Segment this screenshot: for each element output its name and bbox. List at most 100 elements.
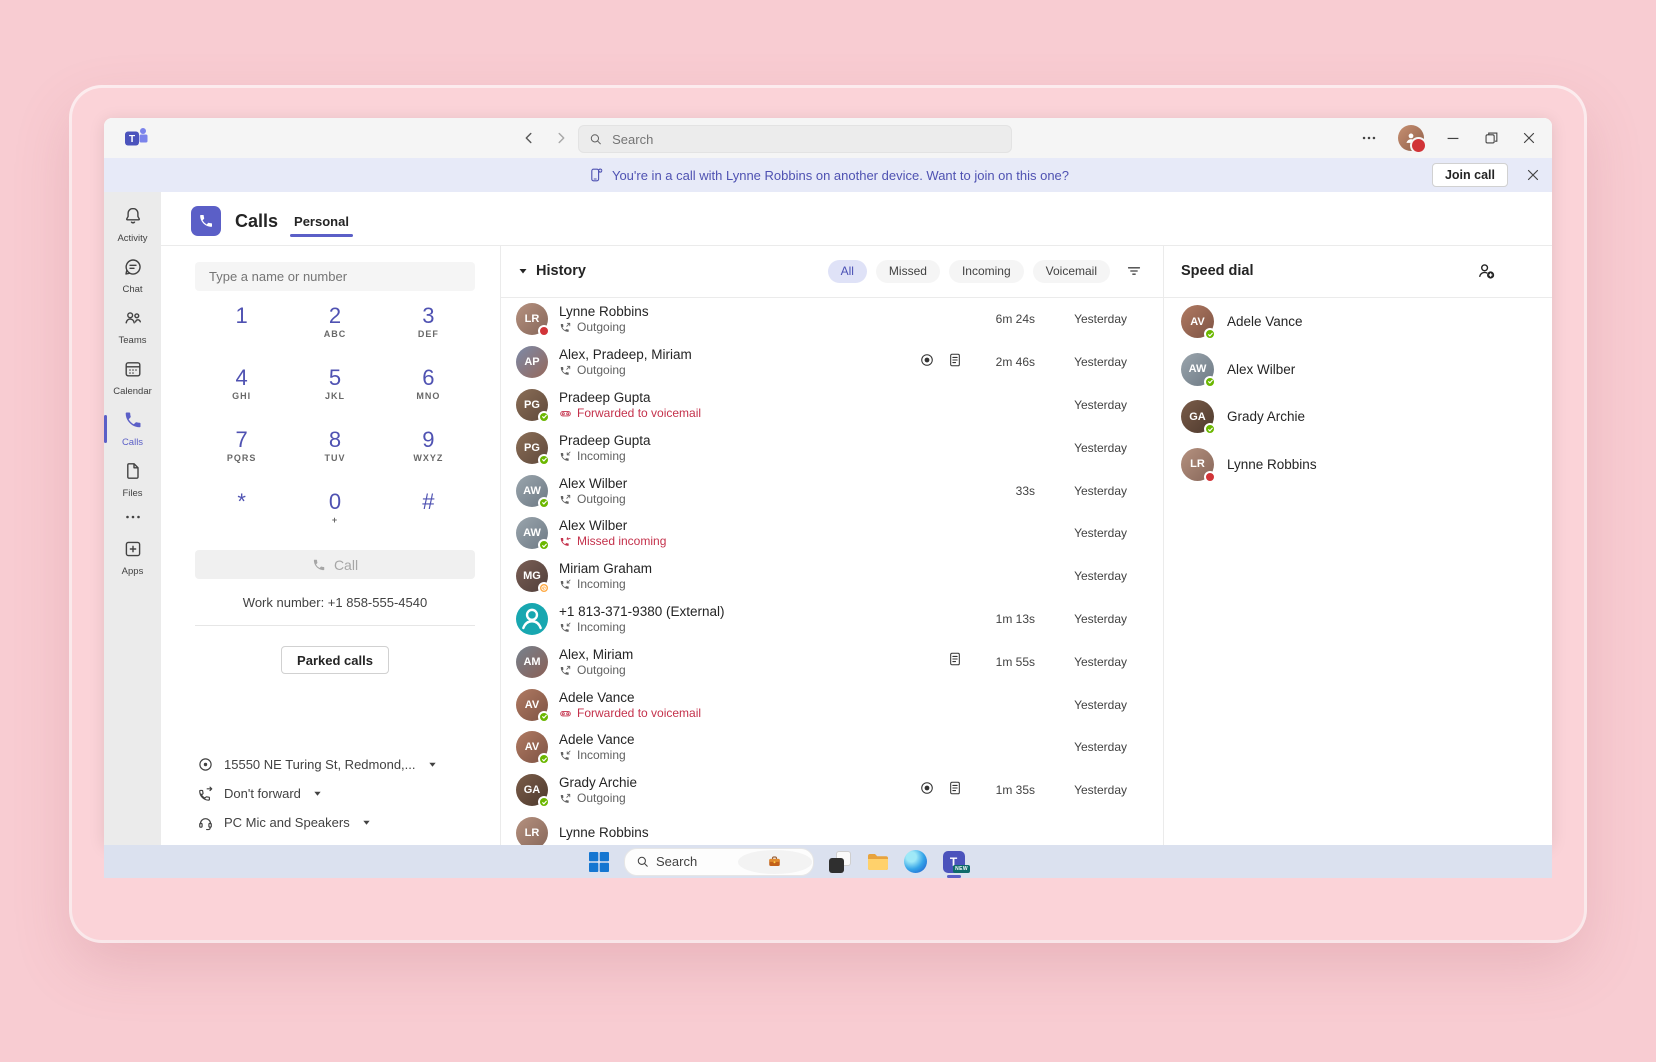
add-contact-icon[interactable] xyxy=(1476,261,1496,281)
sidebar-item-calls[interactable]: Calls xyxy=(104,404,161,454)
join-call-button[interactable]: Join call xyxy=(1431,163,1508,187)
back-button[interactable] xyxy=(520,129,538,147)
dialpad-key-3[interactable]: 3 DEF xyxy=(382,304,475,340)
more-icon xyxy=(123,507,143,532)
history-row[interactable]: AV Adele Vance Forwarded to voicemail Yeste… xyxy=(500,683,1163,726)
call-status: Outgoing xyxy=(559,791,905,806)
forward-button[interactable] xyxy=(552,129,570,147)
filter-voicemail[interactable]: Voicemail xyxy=(1032,259,1110,283)
history-row[interactable]: AW Alex Wilber Outgoing 33s Yesterday xyxy=(500,469,1163,512)
file-explorer-icon[interactable] xyxy=(865,849,890,874)
history-filters: All Missed Incoming Voicemail xyxy=(819,259,1110,283)
history-row[interactable]: AW Alex Wilber Missed incoming Yesterday xyxy=(500,512,1163,555)
contact-name: Adele Vance xyxy=(1227,314,1303,330)
minimize-button[interactable] xyxy=(1444,129,1462,147)
filter-missed[interactable]: Missed xyxy=(875,259,940,283)
call-status: Incoming xyxy=(559,449,905,464)
dialpad-key-5[interactable]: 5 JKL xyxy=(288,366,381,402)
history-row[interactable]: MG Miriam Graham Incoming Yesterday xyxy=(500,555,1163,598)
avatar xyxy=(516,602,548,635)
filter-all[interactable]: All xyxy=(827,259,867,283)
dialpad-key-hash[interactable]: # xyxy=(382,490,475,526)
dialpad-key-star[interactable]: * xyxy=(195,490,288,526)
history-row[interactable]: PG Pradeep Gupta Forwarded to voicemail Yes… xyxy=(500,384,1163,427)
dialpad-key-2[interactable]: 2 ABC xyxy=(288,304,381,340)
speed-dial-contact[interactable]: GA Grady Archie xyxy=(1163,393,1552,441)
sidebar-item-activity[interactable]: Activity xyxy=(104,200,161,250)
presence-available-badge xyxy=(538,796,550,809)
dialpad-key-9[interactable]: 9 WXYZ xyxy=(382,428,475,464)
sidebar-item-more[interactable] xyxy=(104,506,161,532)
history-list: LR Lynne Robbins Outgoing 6m 24s Yesterday AP… xyxy=(500,298,1163,845)
chat-icon xyxy=(123,257,143,282)
dial-input[interactable] xyxy=(207,268,463,285)
speed-dial-contact[interactable]: AV Adele Vance xyxy=(1163,298,1552,346)
windows-taskbar: Search T NEW xyxy=(104,845,1552,878)
location-selector[interactable]: 15550 NE Turing St, Redmond,... xyxy=(197,756,437,773)
presence-available-badge xyxy=(538,496,550,509)
sidebar-item-chat[interactable]: Chat xyxy=(104,251,161,301)
history-row[interactable]: GA Grady Archie Outgoing 1m 35s Yesterday xyxy=(500,769,1163,812)
search-input[interactable] xyxy=(610,130,1001,148)
sidebar-item-teams[interactable]: Teams xyxy=(104,302,161,352)
avatar: AM xyxy=(516,645,548,678)
filter-icon[interactable] xyxy=(1125,262,1143,280)
avatar: LR xyxy=(516,303,550,338)
dialpad-key-7[interactable]: 7 PQRS xyxy=(195,428,288,464)
dial-input-box[interactable] xyxy=(195,262,475,291)
history-title: History xyxy=(536,263,586,279)
sidebar-item-files[interactable]: Files xyxy=(104,455,161,505)
chevron-down-icon xyxy=(363,820,370,825)
history-row[interactable]: LR Lynne Robbins Outgoing 6m 24s Yesterday xyxy=(500,298,1163,341)
restore-button[interactable] xyxy=(1482,129,1500,147)
dialpad-key-0[interactable]: 0 + xyxy=(288,490,381,526)
speed-dial-contact[interactable]: LR Lynne Robbins xyxy=(1163,441,1552,489)
call-button[interactable]: Call xyxy=(195,550,475,579)
teams-taskbar-icon[interactable]: T NEW xyxy=(941,849,970,878)
close-button[interactable] xyxy=(1520,129,1538,147)
audio-device-selector[interactable]: PC Mic and Speakers xyxy=(197,814,437,831)
contact-name: Alex, Pradeep, Miriam xyxy=(559,347,692,363)
banner-close-icon[interactable] xyxy=(1524,166,1542,184)
forwarding-selector[interactable]: Don't forward xyxy=(197,785,437,802)
speed-dial-contact[interactable]: AW Alex Wilber xyxy=(1163,346,1552,394)
call-status: Incoming xyxy=(559,748,905,763)
dialpad-key-8[interactable]: 8 TUV xyxy=(288,428,381,464)
dialpad-key-6[interactable]: 6 MNO xyxy=(382,366,475,402)
task-view-icon[interactable] xyxy=(827,849,852,874)
start-button[interactable] xyxy=(586,849,611,874)
history-panel: History All Missed Incoming Voicemail LR Lyn… xyxy=(500,245,1163,845)
taskbar-search[interactable]: Search xyxy=(624,847,814,876)
more-options-icon[interactable] xyxy=(1360,129,1378,147)
history-row[interactable]: AV Adele Vance Incoming Yesterday xyxy=(500,726,1163,769)
tab-personal[interactable]: Personal xyxy=(290,202,353,241)
dialpad-key-1[interactable]: 1 xyxy=(195,304,288,340)
top-search-bar[interactable] xyxy=(578,125,1012,153)
dialpad-key-4[interactable]: 4 GHI xyxy=(195,366,288,402)
history-row[interactable]: PG Pradeep Gupta Incoming Yesterday xyxy=(500,426,1163,469)
history-row[interactable]: AM Alex, Miriam Outgoing 1m 55s Yesterday xyxy=(500,640,1163,683)
contact-name: Adele Vance xyxy=(559,689,635,705)
profile-avatar[interactable] xyxy=(1398,125,1427,154)
filter-incoming[interactable]: Incoming xyxy=(948,259,1024,283)
avatar: GA xyxy=(516,774,550,809)
collapse-caret-icon[interactable] xyxy=(518,266,528,276)
parked-calls-button[interactable]: Parked calls xyxy=(281,646,389,674)
history-row[interactable]: +1 813-371-9380 (External) Incoming 1m 13s… xyxy=(500,598,1163,641)
history-row[interactable]: AP Alex, Pradeep, Miriam Outgoing 2m 46s Yes… xyxy=(500,341,1163,384)
header-divider xyxy=(161,245,1552,246)
contact-name: Lynne Robbins xyxy=(1227,456,1317,472)
call-forward-icon xyxy=(199,786,213,801)
edge-browser-icon[interactable] xyxy=(903,849,928,874)
call-duration: 6m 24s xyxy=(995,312,1035,327)
headset-icon xyxy=(199,818,212,831)
contact-name: Grady Archie xyxy=(1227,409,1306,425)
history-row[interactable]: LR Lynne Robbins xyxy=(500,812,1163,845)
call-date: Yesterday xyxy=(1074,569,1127,584)
contact-name: Alex Wilber xyxy=(559,518,628,534)
sidebar-item-apps[interactable]: Apps xyxy=(104,533,161,583)
sidebar-item-calendar[interactable]: Calendar xyxy=(104,353,161,403)
avatar: PG xyxy=(516,388,550,423)
call-date: Yesterday xyxy=(1074,483,1127,498)
